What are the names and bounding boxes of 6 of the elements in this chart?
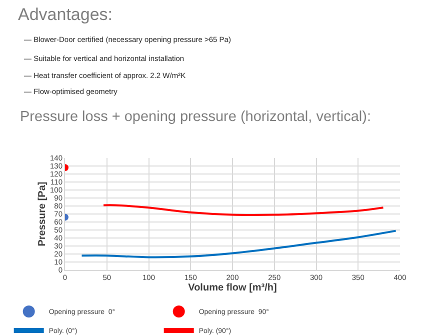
line-series [102,204,384,216]
line-series [80,230,397,258]
x-axis-title: Volume flow [m³/h] [188,282,277,294]
chart-title: Advantages: [18,4,113,24]
y-axis-title: Pressure [Pa] [36,182,48,246]
chart-subtitle: Pressure loss + opening pressure (horizontal, vertical): [20,109,371,125]
